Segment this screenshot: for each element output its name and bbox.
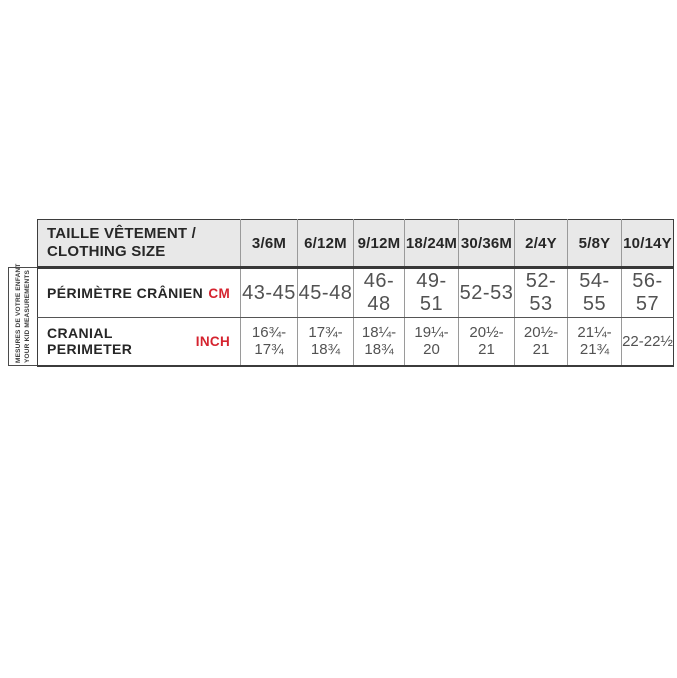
cm-value-3-6m: 43-45 [240, 267, 298, 318]
cm-row-label: PÉRIMÈTRE CRÂNIEN [47, 285, 204, 301]
header-cell-size-6-12m: 6/12M [297, 219, 354, 269]
header-clothing-size-label: TAILLE VÊTEMENT / CLOTHING SIZE [37, 219, 241, 269]
inch-value-18-24m: 19¼- 20 [404, 317, 459, 366]
inch-value-2-4y: 20½- 21 [514, 317, 568, 366]
inch-value-5-8y: 21¼- 21¾ [567, 317, 622, 366]
cm-value-2-4y: 52-53 [514, 267, 568, 318]
cm-value-18-24m: 49-51 [404, 267, 459, 318]
header-row: TAILLE VÊTEMENT / CLOTHING SIZE 3/6M 6/1… [37, 219, 674, 269]
cm-unit-label: CM [208, 285, 230, 301]
inch-value-6-12m: 17¾- 18¾ [297, 317, 354, 366]
inch-value-10-14y: 22-22½ [621, 317, 674, 366]
cm-value-5-8y: 54-55 [567, 267, 622, 318]
measurements-caption-fr: MESURES DE VOTRE ENFANT [15, 262, 22, 363]
cm-value-30-36m: 52-53 [458, 267, 515, 318]
header-cell-size-9-12m: 9/12M [353, 219, 405, 269]
cm-value-10-14y: 56-57 [621, 267, 674, 318]
header-cell-size-10-14y: 10/14Y [621, 219, 674, 269]
header-cell-size-5-8y: 5/8Y [567, 219, 622, 269]
inch-value-30-36m: 20½- 21 [458, 317, 515, 366]
cm-value-6-12m: 45-48 [297, 267, 354, 318]
measurements-caption-box: MESURES DE VOTRE ENFANT YOUR KID MEASURE… [8, 262, 38, 366]
cm-row-label-cell: PÉRIMÈTRE CRÂNIEN CM [37, 267, 241, 318]
inch-unit-label: INCH [195, 333, 230, 349]
inch-value-3-6m: 16¾- 17¾ [240, 317, 298, 366]
measurements-caption: MESURES DE VOTRE ENFANT YOUR KID MEASURE… [14, 262, 32, 363]
inch-row-label-cell: CRANIAL PERIMETER INCH [38, 318, 241, 366]
cm-value-9-12m: 46-48 [353, 267, 405, 318]
inch-row-label: CRANIAL PERIMETER [47, 325, 133, 358]
header-cell-size-2-4y: 2/4Y [514, 219, 568, 269]
header-cell-size-3-6m: 3/6M [240, 219, 298, 269]
size-chart-table: TAILLE VÊTEMENT / CLOTHING SIZE 3/6M 6/1… [37, 219, 674, 367]
cranial-perimeter-cm-row: PÉRIMÈTRE CRÂNIEN CM 43-45 45-48 46-48 4… [37, 267, 674, 318]
cranial-perimeter-inch-row: CRANIAL PERIMETER INCH 16¾- 17¾ 17¾- 18¾… [38, 317, 674, 366]
measurements-caption-en: YOUR KID MEASUREMENTS [24, 269, 31, 363]
header-cell-size-30-36m: 30/36M [458, 219, 515, 269]
inch-value-9-12m: 18¼- 18¾ [353, 317, 405, 366]
header-cell-size-18-24m: 18/24M [404, 219, 459, 269]
